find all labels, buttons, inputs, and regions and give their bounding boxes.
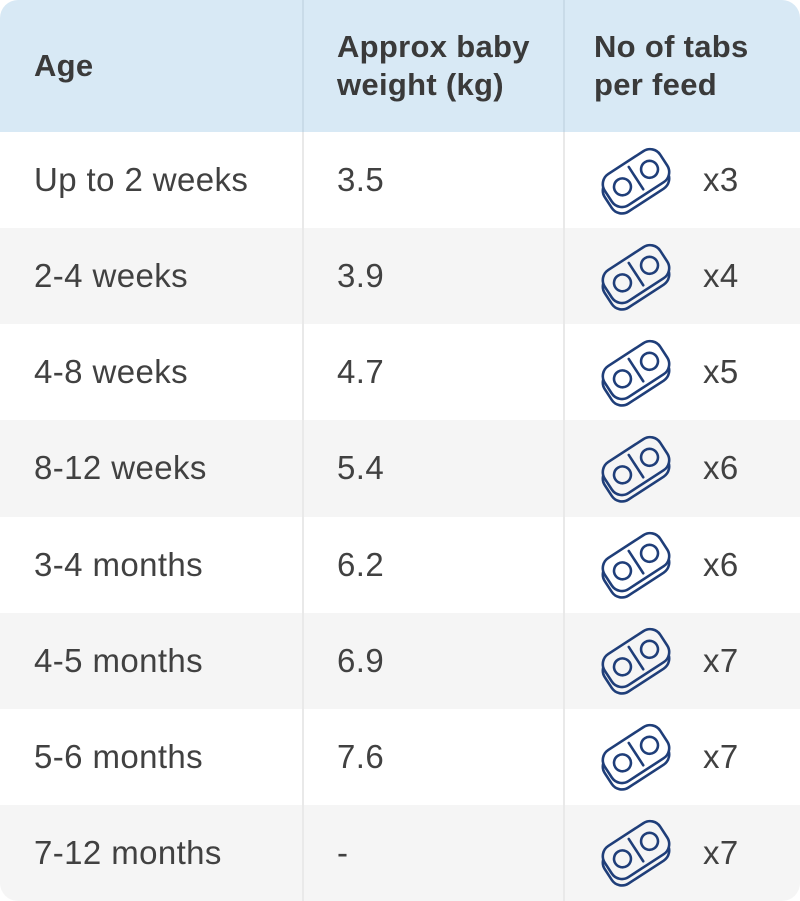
tabs-count-label: x3 <box>703 161 739 199</box>
tablet-icon-slot <box>594 813 678 892</box>
table-row: 4-5 months 6.9 x7 <box>0 612 800 709</box>
table-row: 3-4 months 6.2 x6 <box>0 516 800 613</box>
tabs-count-label: x7 <box>703 641 739 679</box>
tablet-icon <box>601 339 671 407</box>
tablet-icon <box>601 724 671 792</box>
tabs-cell: x7 <box>563 708 800 805</box>
column-header-age: Age <box>34 48 94 84</box>
column-header-weight: Approx baby weight (kg) <box>302 0 563 132</box>
tabs-count-label: x6 <box>703 449 739 487</box>
weight-cell: 5.4 <box>302 420 563 517</box>
weight-cell: - <box>302 804 563 901</box>
tabs-count-label: x4 <box>703 257 739 295</box>
column-header-tabs: No of tabs per feed <box>563 0 800 132</box>
tabs-cell: x4 <box>563 228 800 325</box>
weight-cell: 3.5 <box>302 132 563 229</box>
tabs-count-label: x6 <box>703 545 739 583</box>
table-header-row: Age Approx baby weight (kg) No of tabs p… <box>0 0 800 132</box>
age-cell: 4-8 weeks <box>34 353 189 391</box>
age-cell: 8-12 weeks <box>34 449 207 487</box>
age-cell: 3-4 months <box>34 545 204 583</box>
tabs-count-label: x7 <box>703 737 739 775</box>
tablet-icon-slot <box>594 333 678 412</box>
tablet-icon-slot <box>594 525 678 604</box>
tabs-count-label: x5 <box>703 353 739 391</box>
tablet-icon-slot <box>594 141 678 220</box>
weight-cell: 6.9 <box>302 612 563 709</box>
tabs-cell: x3 <box>563 132 800 229</box>
table-row: 7-12 months - x7 <box>0 804 800 901</box>
table-row: 8-12 weeks 5.4 x6 <box>0 420 800 517</box>
tablet-icon-slot <box>594 621 678 700</box>
tablet-icon <box>601 435 671 503</box>
tablet-icon-slot <box>594 237 678 316</box>
age-cell: 4-5 months <box>34 641 204 679</box>
tabs-cell: x5 <box>563 324 800 421</box>
table-row: Up to 2 weeks 3.5 x3 <box>0 132 800 229</box>
weight-cell: 6.2 <box>302 516 563 613</box>
tabs-cell: x6 <box>563 516 800 613</box>
tabs-cell: x7 <box>563 804 800 901</box>
tablet-icon <box>601 820 671 888</box>
table-row: 4-8 weeks 4.7 x5 <box>0 324 800 421</box>
tablet-icon <box>601 531 671 599</box>
tablet-icon <box>601 628 671 695</box>
age-cell: Up to 2 weeks <box>34 161 249 199</box>
tabs-cell: x7 <box>563 612 800 709</box>
tablet-icon-slot <box>594 429 678 508</box>
table-row: 2-4 weeks 3.9 x4 <box>0 228 800 325</box>
weight-cell: 4.7 <box>302 324 563 421</box>
weight-cell: 7.6 <box>302 708 563 805</box>
age-cell: 7-12 months <box>34 833 222 871</box>
tablet-icon <box>601 147 671 215</box>
tablet-icon <box>601 243 671 311</box>
weight-cell: 3.9 <box>302 228 563 325</box>
tablet-icon-slot <box>594 717 678 796</box>
tabs-count-label: x7 <box>703 833 739 871</box>
age-cell: 5-6 months <box>34 737 204 775</box>
age-cell: 2-4 weeks <box>34 257 189 295</box>
tabs-cell: x6 <box>563 420 800 517</box>
table-row: 5-6 months 7.6 x7 <box>0 708 800 805</box>
